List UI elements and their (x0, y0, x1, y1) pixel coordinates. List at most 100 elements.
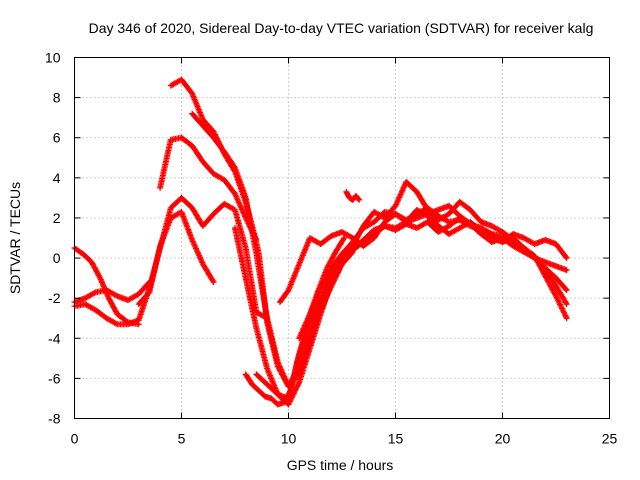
data-point (565, 288, 568, 292)
data-point (244, 246, 247, 250)
data-point (405, 180, 408, 184)
data-point (565, 256, 568, 260)
data-point (415, 208, 419, 212)
data-point (201, 224, 205, 228)
data-point (105, 317, 108, 320)
data-point (233, 166, 237, 170)
data-point (501, 240, 504, 244)
data-point (84, 302, 87, 306)
series-markers (253, 202, 570, 408)
data-point (372, 210, 376, 214)
x-axis-title: GPS time / hours (287, 457, 394, 473)
data-point (94, 309, 98, 312)
data-point (105, 288, 108, 292)
data-point (126, 298, 130, 302)
data-point (317, 288, 320, 292)
data-point (308, 347, 312, 350)
data-point (244, 196, 247, 200)
y-tick-label: 2 (53, 210, 61, 226)
data-point (565, 302, 568, 306)
data-point (554, 284, 558, 288)
data-point (212, 130, 215, 133)
data-point (169, 216, 172, 220)
y-tick-label: 0 (53, 250, 61, 266)
data-point (522, 236, 526, 240)
data-point (223, 150, 226, 153)
data-point (512, 236, 515, 240)
data-point (319, 242, 322, 246)
data-point (458, 226, 461, 230)
data-point (447, 204, 451, 208)
series-track-12 (343, 188, 363, 203)
data-point (81, 252, 85, 256)
data-point (426, 214, 429, 218)
data-point (148, 280, 151, 284)
x-tick-label: 10 (281, 431, 297, 447)
y-axis-title: SDTVAR / TECUs (7, 182, 23, 294)
data-point (394, 212, 397, 216)
data-point (298, 337, 301, 340)
data-point (342, 236, 346, 240)
data-point (263, 395, 267, 398)
data-point (107, 296, 110, 300)
data-point (137, 323, 140, 326)
data-point (554, 276, 558, 280)
data-point (554, 294, 558, 298)
data-point (325, 266, 329, 270)
series-track-6 (71, 279, 153, 306)
data-point (180, 136, 183, 139)
y-tick-label: 6 (53, 130, 61, 146)
data-point (383, 220, 386, 224)
x-tick-label: 20 (495, 431, 511, 447)
data-point (394, 204, 397, 208)
data-point (565, 317, 568, 320)
x-tick-label: 15 (388, 431, 404, 447)
y-tick-label: -2 (48, 290, 61, 306)
data-point (233, 208, 237, 212)
data-point (244, 373, 247, 376)
data-point (233, 192, 237, 196)
data-point (354, 194, 358, 198)
data-point (212, 212, 215, 216)
data-point (276, 361, 279, 364)
data-point (201, 160, 205, 163)
data-point (490, 232, 493, 236)
data-point (469, 208, 472, 212)
data-point (490, 224, 493, 228)
data-point (447, 212, 451, 216)
data-point (169, 138, 172, 141)
data-point (533, 256, 536, 260)
data-point (84, 296, 87, 300)
data-point (98, 276, 102, 280)
data-point (479, 230, 483, 234)
series-track-2 (157, 134, 260, 244)
data-point (212, 136, 215, 139)
data-point (90, 260, 93, 264)
data-point (458, 218, 461, 222)
data-point (302, 337, 305, 340)
data-points (71, 76, 570, 408)
x-tick-label: 5 (178, 431, 186, 447)
data-point (148, 290, 151, 294)
data-point (348, 196, 351, 200)
data-point (94, 290, 98, 294)
data-point (201, 118, 205, 121)
data-point (544, 260, 547, 264)
data-point (308, 313, 312, 316)
data-point (469, 220, 472, 224)
data-point (319, 296, 322, 300)
data-point (554, 264, 558, 268)
data-point (137, 292, 140, 296)
data-point (437, 214, 440, 218)
data-point (270, 397, 273, 400)
data-point (447, 232, 451, 236)
data-point (415, 226, 419, 230)
data-point (191, 238, 194, 242)
y-tick-label: 8 (53, 90, 61, 106)
chart-title: Day 346 of 2020, Sidereal Day-to-day VTE… (89, 20, 594, 36)
data-point (265, 317, 269, 320)
data-point (244, 276, 247, 280)
data-point (201, 262, 205, 266)
data-point (255, 252, 258, 256)
data-point (289, 389, 292, 392)
